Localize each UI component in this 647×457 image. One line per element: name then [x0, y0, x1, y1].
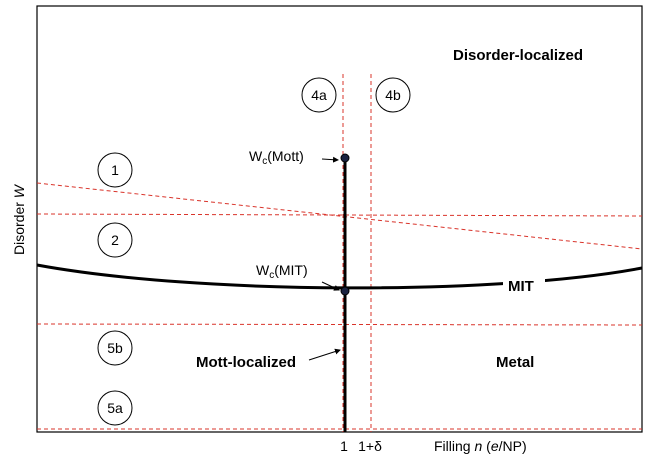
- metal-label: Metal: [496, 354, 534, 371]
- mott-localized-label: Mott-localized: [196, 354, 296, 371]
- mit-label: MIT: [508, 278, 534, 295]
- mott-localized-arrow: [308, 348, 341, 361]
- case-4b-label: 4b: [385, 87, 401, 103]
- wc-mott-point: [340, 153, 350, 163]
- wc-mit-arrow: [321, 281, 340, 291]
- case-5a-label: 5a: [107, 400, 123, 416]
- horizontal-dashed-line-middle: [36, 323, 643, 326]
- wc-mit-point: [340, 286, 350, 296]
- mit-label-background: [503, 276, 545, 294]
- disorder-localized-label: Disorder-localized: [453, 47, 583, 64]
- case-5b-badge: 5b: [97, 330, 133, 366]
- wc-mit-label: Wc(MIT): [256, 262, 308, 281]
- x-tick-1: 1: [340, 438, 348, 454]
- horizontal-dashed-line-upper: [36, 213, 643, 217]
- wc-mott-arrow: [321, 156, 339, 163]
- case-2-badge: 2: [97, 222, 133, 258]
- mit-curve: [36, 263, 643, 290]
- plot-frame: [36, 5, 643, 433]
- x-tick-1-plus-delta: 1+δ: [358, 438, 382, 454]
- case-1-badge: 1: [97, 152, 133, 188]
- y-axis-label: Disorder W: [11, 183, 27, 255]
- sloped-dashed-line: [36, 182, 643, 250]
- case-5a-badge: 5a: [97, 390, 133, 426]
- case-4b-badge: 4b: [375, 77, 411, 113]
- case-2-label: 2: [111, 232, 119, 248]
- case-1-label: 1: [111, 162, 119, 178]
- case-4a-label: 4a: [311, 87, 327, 103]
- case-5b-label: 5b: [107, 340, 123, 356]
- case-4a-badge: 4a: [301, 77, 337, 113]
- wc-mott-label: Wc(Mott): [249, 148, 304, 167]
- x-axis-label: Filling n (e/NP): [434, 438, 527, 454]
